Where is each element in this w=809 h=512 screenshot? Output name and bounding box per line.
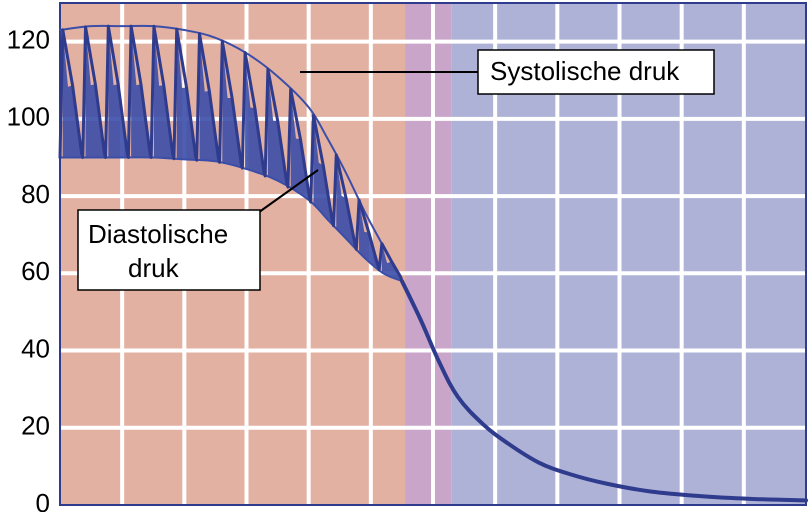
diastolic-label: druk (128, 253, 180, 283)
diastolic-label: Diastolische (88, 219, 228, 249)
ytick-label: 0 (36, 488, 50, 512)
pressure-chart: 0 20 40 60 80 100 120 Systolische druk Diastolis… (0, 0, 809, 512)
ytick-label: 80 (21, 179, 50, 209)
ytick-label: 40 (21, 333, 50, 363)
ytick-label: 60 (21, 256, 50, 286)
ytick-label: 100 (7, 102, 50, 132)
chart-svg: 0 20 40 60 80 100 120 Systolische druk Diastolis… (0, 0, 809, 512)
ytick-label: 20 (21, 411, 50, 441)
systolic-label: Systolische druk (490, 56, 680, 86)
ytick-label: 120 (7, 24, 50, 54)
